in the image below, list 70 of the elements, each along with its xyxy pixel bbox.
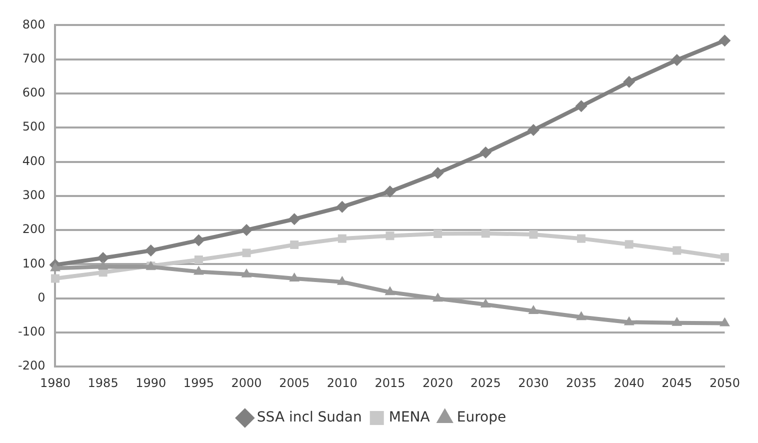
point xyxy=(240,224,253,236)
y-tick-label: 700 xyxy=(22,51,46,66)
point xyxy=(288,213,300,226)
x-tick-label: 2010 xyxy=(326,376,358,390)
y-tick-label: 800 xyxy=(22,17,46,32)
x-tick-label: 2035 xyxy=(566,376,597,390)
point xyxy=(718,34,731,47)
y-tick-label: 100 xyxy=(22,256,46,270)
point xyxy=(192,234,205,246)
point xyxy=(672,316,682,326)
legend-label: MENA xyxy=(388,410,430,426)
point xyxy=(623,76,636,88)
point xyxy=(670,54,683,66)
x-tick-label: 1980 xyxy=(40,376,71,390)
point xyxy=(336,276,348,285)
point xyxy=(432,167,444,180)
point xyxy=(577,234,586,243)
y-tick-label: 400 xyxy=(22,154,46,168)
y-tick-label: 300 xyxy=(22,188,46,202)
point xyxy=(50,274,60,283)
x-tick-label: 2050 xyxy=(709,376,740,390)
point xyxy=(720,317,730,326)
point xyxy=(384,185,396,198)
legend-label: SSA incl Sudan xyxy=(256,410,362,426)
point xyxy=(528,304,539,314)
point xyxy=(144,244,157,257)
point xyxy=(97,252,110,264)
x-tick-label: 2025 xyxy=(470,376,501,390)
point xyxy=(50,262,60,272)
point xyxy=(481,229,490,238)
y-tick-label: 500 xyxy=(22,120,46,134)
x-tick-label: 2020 xyxy=(422,376,454,390)
x-tick-label: 1985 xyxy=(88,376,118,390)
point xyxy=(241,268,252,278)
point xyxy=(98,260,108,270)
y-tick-label: 200 xyxy=(22,222,46,236)
x-tick-label: 2005 xyxy=(279,376,310,390)
point xyxy=(336,200,348,213)
x-tick-label: 2045 xyxy=(662,376,692,390)
point xyxy=(720,253,729,262)
x-tick-label: 2000 xyxy=(231,376,262,390)
point xyxy=(480,146,492,159)
point xyxy=(624,240,634,249)
x-tick-label: 1990 xyxy=(136,376,166,390)
y-tick-label: 600 xyxy=(22,86,46,100)
point xyxy=(242,248,251,258)
point xyxy=(529,230,538,239)
point xyxy=(672,246,682,255)
point xyxy=(290,240,299,249)
legend-label: Europe xyxy=(456,410,506,426)
y-tick-label: -200 xyxy=(18,358,46,373)
x-tick-label: 2030 xyxy=(518,376,549,390)
point xyxy=(386,232,394,240)
point xyxy=(194,256,203,264)
point xyxy=(527,124,540,136)
point xyxy=(384,286,396,296)
point xyxy=(480,298,491,308)
point xyxy=(576,311,586,320)
point xyxy=(575,100,588,112)
y-tick-label: -100 xyxy=(18,324,46,339)
point xyxy=(338,234,346,243)
point xyxy=(624,316,634,326)
point xyxy=(289,272,300,282)
x-tick-label: 2015 xyxy=(374,376,406,390)
x-tick-label: 2040 xyxy=(614,376,644,390)
point xyxy=(434,230,442,238)
x-tick-label: 1995 xyxy=(183,376,214,390)
y-tick-label: 0 xyxy=(38,290,46,304)
point xyxy=(194,266,204,275)
point xyxy=(432,292,443,302)
